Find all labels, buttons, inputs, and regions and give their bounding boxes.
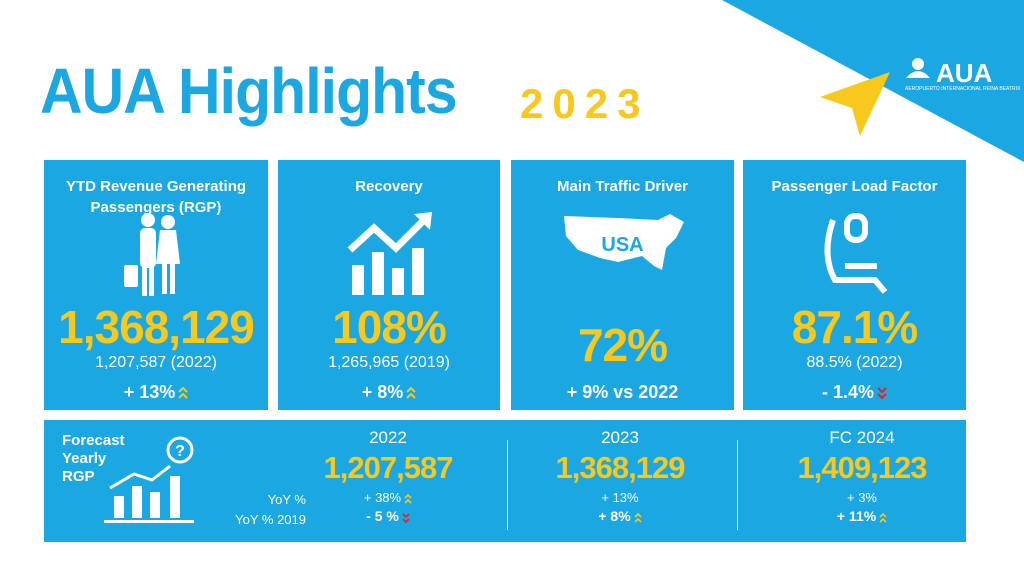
up-arrows	[404, 493, 412, 504]
arrow-icon	[820, 72, 890, 136]
decoration	[722, 0, 1024, 162]
forecast-column: 2023 1,368,129 + 13% + 8%	[520, 428, 720, 528]
map-label: USA	[601, 234, 644, 256]
logo-mark	[906, 58, 930, 78]
row-label: YoY % 2019	[235, 512, 306, 527]
column-year: 2023	[601, 428, 639, 447]
card: Recovery 108% 1,265,965 (2019) + 8%	[278, 160, 500, 410]
usa-map	[563, 214, 684, 270]
yoy-2019-text: + 8%	[598, 508, 631, 524]
yoy-2019-text: + 11%	[836, 508, 877, 524]
column-value: 1,368,129	[555, 450, 686, 485]
column-value: 1,207,587	[323, 450, 454, 485]
column-yoy-2019: + 11%	[762, 508, 962, 528]
seat-icon	[824, 213, 887, 294]
card-change: + 13%	[44, 382, 268, 403]
forecast-column: 2022 1,207,587 + 38% - 5 %	[288, 428, 488, 528]
card-change: + 8%	[278, 382, 500, 403]
column-year: FC 2024	[829, 428, 895, 447]
logo-subtitle: AEROPUERTO INTERNACIONAL REINA BEATRIX	[905, 86, 1021, 92]
card-change: - 1.4%	[743, 382, 966, 403]
column-value: 1,409,123	[797, 450, 928, 485]
card-comparison: 1,265,965 (2019)	[328, 354, 450, 371]
down-arrows	[877, 387, 887, 400]
down-arrows	[402, 513, 410, 523]
growth-icon	[347, 212, 432, 295]
card-value: 1,368,129	[58, 301, 255, 353]
card-change: + 9% vs 2022	[566, 382, 679, 402]
column-yoy: + 38%	[288, 490, 488, 508]
card-title: Recovery	[355, 178, 423, 195]
card: YTD Revenue Generating Passengers (RGP) …	[44, 160, 268, 410]
yoy-text: + 38%	[363, 490, 402, 505]
forecast-icon: ?	[104, 436, 194, 523]
forecast-column: FC 2024 1,409,123 + 3% + 11%	[762, 428, 962, 528]
yoy-2019-text: - 5 %	[366, 508, 399, 524]
card: Passenger Load Factor 87.1% 88.5% (2022)…	[743, 160, 966, 410]
change-text: + 8%	[361, 382, 404, 402]
year: 2023	[520, 80, 650, 127]
forecast-panel	[44, 420, 966, 542]
column-yoy-2019: - 5 %	[288, 508, 488, 528]
card-value: 87.1%	[791, 301, 918, 353]
change-text: - 1.4%	[821, 382, 875, 402]
card-comparison: 1,207,587 (2022)	[95, 354, 217, 371]
up-arrows	[879, 512, 887, 523]
card-title: Passenger Load Factor	[771, 178, 938, 195]
card-value: 108%	[332, 301, 447, 353]
forecast-title: Forecast Yearly RGP	[62, 432, 125, 485]
divider	[507, 440, 508, 530]
card: Main Traffic Driver USA 72% + 9% vs 2022	[511, 160, 734, 410]
row-label: YoY %	[267, 492, 306, 507]
up-arrows	[178, 386, 188, 399]
card-title: Main Traffic Driver	[557, 178, 688, 195]
column-yoy-2019: + 8%	[520, 508, 720, 528]
logo-name: AUA	[936, 58, 993, 88]
column-year: 2022	[369, 428, 407, 447]
card-title: YTD Revenue Generating Passengers (RGP)	[65, 178, 247, 216]
change-text: + 13%	[123, 382, 176, 402]
passengers-icon	[124, 213, 180, 296]
card-comparison: 88.5% (2022)	[806, 354, 903, 371]
up-arrows	[406, 386, 416, 399]
column-yoy: + 13%	[601, 490, 639, 505]
up-arrows	[634, 512, 642, 523]
title: AUA Highlights	[40, 55, 458, 127]
svg-text:?: ?	[175, 443, 185, 460]
column-yoy: + 3%	[847, 490, 877, 505]
card-value: 72%	[577, 319, 668, 371]
divider	[737, 440, 738, 530]
